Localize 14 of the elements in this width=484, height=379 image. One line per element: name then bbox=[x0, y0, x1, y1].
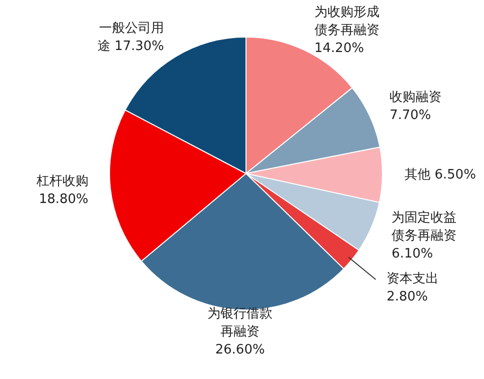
slice-label: 一般公司用途 17.30% bbox=[97, 21, 164, 54]
data-label: 18.80% bbox=[38, 192, 88, 207]
slice-label: 其他 6.50% bbox=[404, 167, 476, 182]
data-label: 2.80% bbox=[386, 290, 428, 305]
slice-label: 杠杆收购 bbox=[35, 174, 88, 189]
slice-label: 资本支出 bbox=[386, 272, 439, 287]
slice-label: 收购融资 bbox=[390, 90, 442, 105]
slice-label: 为收购形成债务再融资 bbox=[314, 4, 380, 38]
slice-label: 为固定收益债务再融资 bbox=[392, 210, 457, 244]
data-label: 7.70% bbox=[390, 108, 431, 123]
slice-label: 为银行借款再融资 bbox=[208, 306, 273, 340]
data-label: 6.10% bbox=[392, 246, 433, 262]
data-label: 14.20% bbox=[314, 40, 364, 56]
data-label: 26.60% bbox=[215, 342, 265, 358]
